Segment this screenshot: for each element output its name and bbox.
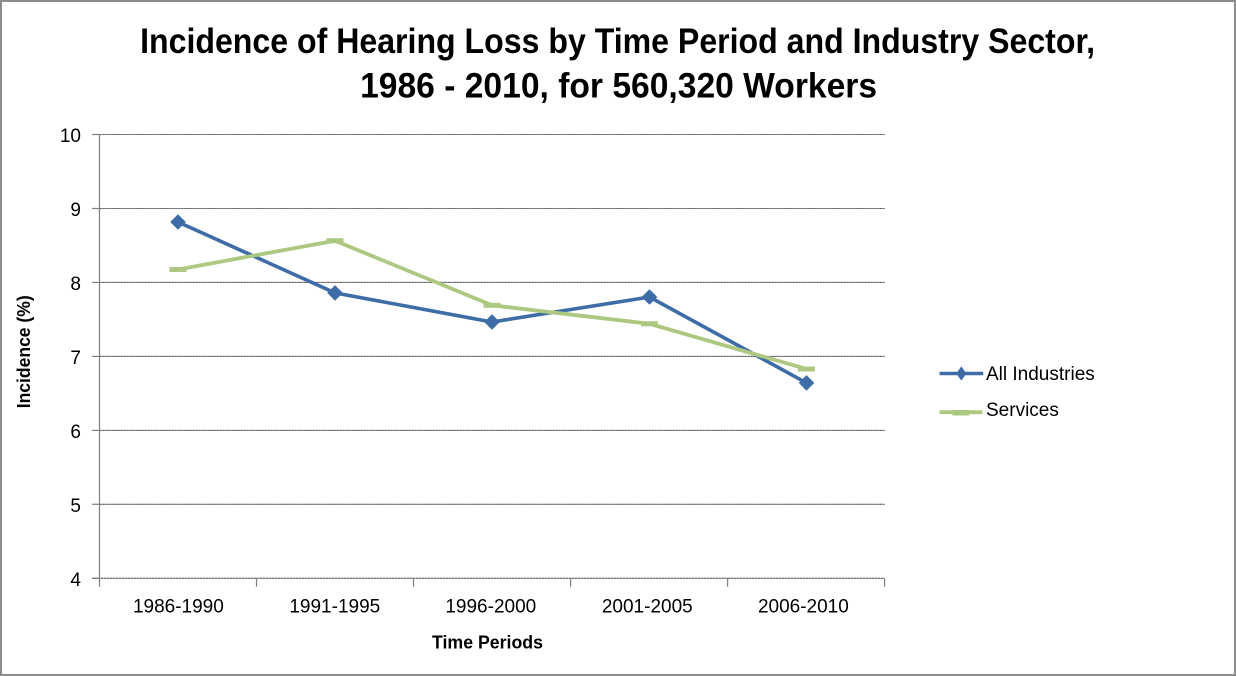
svg-text:Time Periods: Time Periods — [432, 632, 543, 653]
svg-text:Incidence of Hearing Loss by T: Incidence of Hearing Loss by Time Period… — [140, 22, 1095, 61]
svg-text:1986 - 2010, for 560,320 Worke: 1986 - 2010, for 560,320 Workers — [360, 66, 877, 105]
svg-text:6: 6 — [70, 422, 81, 443]
svg-text:All Industries: All Industries — [986, 364, 1095, 385]
svg-text:Incidence (%): Incidence (%) — [14, 295, 34, 408]
svg-text:4: 4 — [70, 570, 81, 591]
svg-text:8: 8 — [70, 274, 81, 295]
svg-text:2001-2005: 2001-2005 — [602, 596, 693, 617]
svg-text:2006-2010: 2006-2010 — [758, 596, 849, 617]
svg-text:Services: Services — [986, 400, 1059, 421]
svg-text:5: 5 — [70, 496, 81, 517]
svg-text:1996-2000: 1996-2000 — [445, 596, 536, 617]
svg-text:10: 10 — [60, 126, 81, 147]
svg-text:9: 9 — [70, 200, 81, 221]
svg-text:7: 7 — [70, 348, 81, 369]
svg-text:1991-1995: 1991-1995 — [289, 596, 380, 617]
svg-text:1986-1990: 1986-1990 — [133, 596, 224, 617]
